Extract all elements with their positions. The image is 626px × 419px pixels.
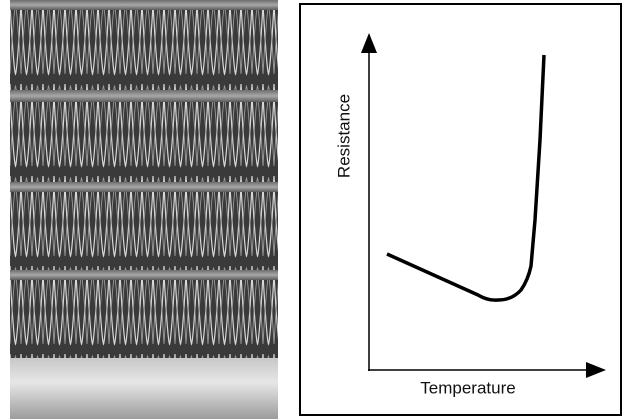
photo-bar [10, 90, 278, 102]
x-axis-label: Temperature [420, 378, 515, 397]
diagram-frame [299, 3, 622, 416]
coil-row [10, 280, 278, 358]
coil-row [10, 10, 278, 90]
diagram: Resistance Temperature [299, 3, 622, 416]
y-axis-arrow [361, 33, 377, 53]
photo-bar [10, 270, 278, 280]
coil-row [10, 102, 278, 182]
photo-tube [10, 358, 278, 419]
y-axis-label: Resistance [334, 94, 353, 178]
heater-photo [10, 0, 278, 419]
x-axis-arrow [586, 362, 606, 378]
coil-row [10, 192, 278, 270]
resistance-curve [386, 54, 546, 302]
photo-bar [10, 182, 278, 192]
photo-bar [10, 0, 278, 10]
